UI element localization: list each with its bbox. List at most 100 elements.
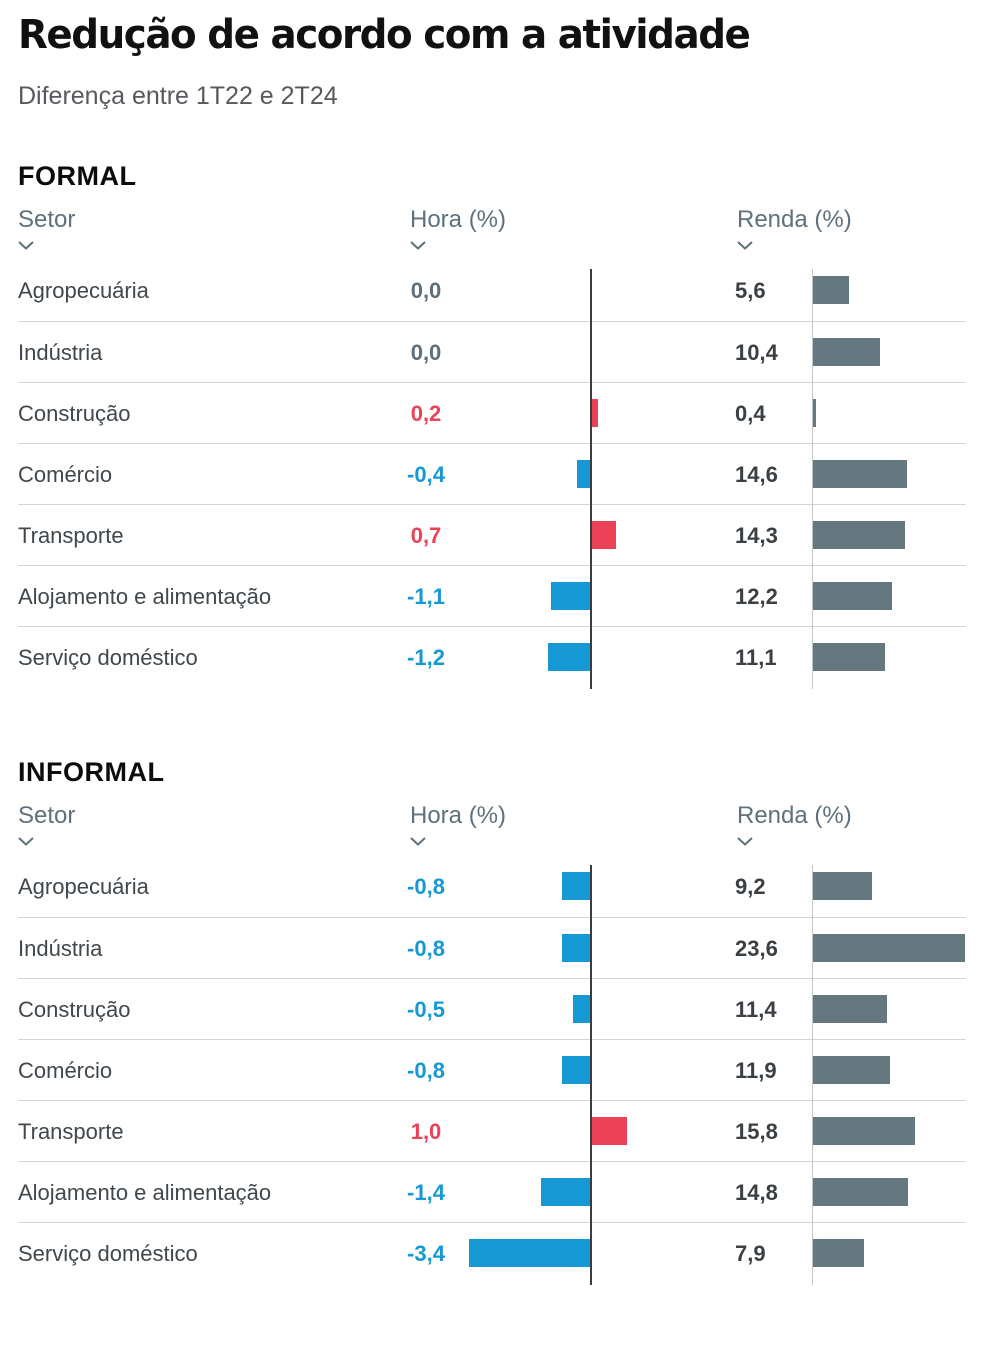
renda-value: 11,1 [735, 645, 777, 670]
section-title-informal: INFORMAL [18, 757, 165, 787]
table-row: Transporte 0,7 14,3 [18, 504, 966, 565]
sector-label: Comércio [18, 1058, 113, 1083]
renda-bar [813, 399, 816, 427]
column-header-label: Setor [18, 802, 76, 829]
column-header-hora[interactable]: Hora (%) [410, 802, 506, 846]
renda-axis-line [812, 269, 813, 689]
table-row: Comércio -0,8 11,9 [18, 1039, 966, 1100]
chevron-down-icon [18, 241, 34, 250]
column-header-setor[interactable]: Setor [18, 802, 75, 846]
renda-axis-line [812, 865, 813, 1285]
hora-value: -0,8 [407, 1058, 445, 1083]
table-row: Construção -0,5 11,4 [18, 978, 966, 1039]
column-header-label: Renda (%) [737, 206, 852, 233]
renda-value: 14,3 [735, 523, 778, 548]
column-header-label: Setor [18, 206, 76, 233]
hora-value: 0,0 [410, 340, 442, 365]
hora-bar [540, 1178, 591, 1206]
table-body-formal: Agropecuária 0,0 5,6 Indústria 0,0 10,4 … [18, 260, 966, 689]
sector-label: Agropecuária [18, 278, 149, 303]
sector-label: Indústria [18, 936, 103, 961]
column-header-setor[interactable]: Setor [18, 206, 75, 250]
renda-value: 0,4 [735, 401, 766, 426]
renda-bar [813, 934, 966, 962]
renda-value: 14,8 [735, 1180, 778, 1205]
sector-label: Construção [18, 401, 131, 426]
hora-value: 0,2 [410, 401, 442, 426]
page-subtitle: Diferença entre 1T22 e 2T24 [18, 82, 338, 110]
section-title-formal: FORMAL [18, 161, 137, 191]
renda-bar [813, 643, 885, 671]
table-row: Agropecuária 0,0 5,6 [18, 260, 966, 321]
column-header-label: Renda (%) [737, 802, 852, 829]
renda-bar [813, 338, 881, 366]
sector-label: Comércio [18, 462, 113, 487]
column-header-hora[interactable]: Hora (%) [410, 206, 506, 250]
renda-value: 12,2 [735, 584, 778, 609]
renda-value: 10,4 [735, 340, 778, 365]
table-row: Serviço doméstico -1,2 11,1 [18, 626, 966, 687]
renda-value: 14,6 [735, 462, 778, 487]
table-row: Comércio -0,4 14,6 [18, 443, 966, 504]
hora-value: -0,4 [407, 462, 445, 487]
infographic: Redução de acordo com a atividade Difere… [0, 12, 984, 1346]
sector-label: Transporte [18, 1119, 124, 1144]
table-row: Agropecuária -0,8 9,2 [18, 856, 966, 917]
renda-bar [813, 995, 887, 1023]
hora-bar [576, 460, 591, 488]
hora-value: -3,4 [407, 1241, 445, 1266]
column-headers: Setor Hora (%) Renda (%) [18, 206, 966, 260]
hora-bar [551, 582, 591, 610]
renda-bar [813, 276, 850, 304]
renda-bar [813, 1178, 909, 1206]
hora-value: -1,2 [407, 645, 445, 670]
table-row: Construção 0,2 0,4 [18, 382, 966, 443]
sector-label: Serviço doméstico [18, 1241, 198, 1266]
hora-bar [468, 1239, 591, 1267]
hora-bar [573, 995, 591, 1023]
renda-value: 11,9 [735, 1058, 777, 1083]
renda-bar [813, 1056, 890, 1084]
chevron-down-icon [737, 837, 753, 846]
column-header-label: Hora (%) [410, 802, 507, 829]
renda-value: 7,9 [735, 1241, 766, 1266]
hora-value: 0,7 [410, 523, 442, 548]
column-header-renda[interactable]: Renda (%) [737, 206, 852, 250]
table-row: Indústria 0,0 10,4 [18, 321, 966, 382]
hora-bar [562, 934, 591, 962]
renda-bar [813, 1117, 915, 1145]
hora-value: -1,4 [407, 1180, 445, 1205]
column-headers: Setor Hora (%) Renda (%) [18, 802, 966, 856]
renda-value: 9,2 [735, 874, 766, 899]
hora-value: -0,8 [407, 874, 445, 899]
hora-bar [591, 521, 617, 549]
sector-label: Alojamento e alimentação [18, 584, 272, 609]
chevron-down-icon [737, 241, 753, 250]
hora-bar [591, 1117, 627, 1145]
page-title: Redução de acordo com a atividade [18, 12, 751, 58]
renda-bar [813, 521, 906, 549]
table-row: Transporte 1,0 15,8 [18, 1100, 966, 1161]
column-header-renda[interactable]: Renda (%) [737, 802, 852, 846]
hora-bar [591, 399, 599, 427]
section-informal: INFORMAL Setor Hora (%) Renda (%) Agrope… [0, 757, 984, 1285]
sector-label: Agropecuária [18, 874, 149, 899]
table-row: Alojamento e alimentação -1,4 14,8 [18, 1161, 966, 1222]
chevron-down-icon [410, 837, 426, 846]
hora-bar [562, 1056, 591, 1084]
chevron-down-icon [18, 837, 34, 846]
renda-value: 11,4 [735, 997, 777, 1022]
hora-value: 0,0 [410, 278, 442, 303]
sector-label: Alojamento e alimentação [18, 1180, 272, 1205]
hora-value: -1,1 [407, 584, 445, 609]
sector-label: Indústria [18, 340, 103, 365]
hora-value: -0,8 [407, 936, 445, 961]
hora-value: -0,5 [407, 997, 445, 1022]
hora-axis-line [590, 269, 592, 689]
sector-label: Construção [18, 997, 131, 1022]
table-row: Serviço doméstico -3,4 7,9 [18, 1222, 966, 1283]
column-header-label: Hora (%) [410, 206, 507, 233]
hora-value: 1,0 [410, 1119, 442, 1144]
renda-value: 5,6 [735, 278, 766, 303]
hora-bar [547, 643, 591, 671]
